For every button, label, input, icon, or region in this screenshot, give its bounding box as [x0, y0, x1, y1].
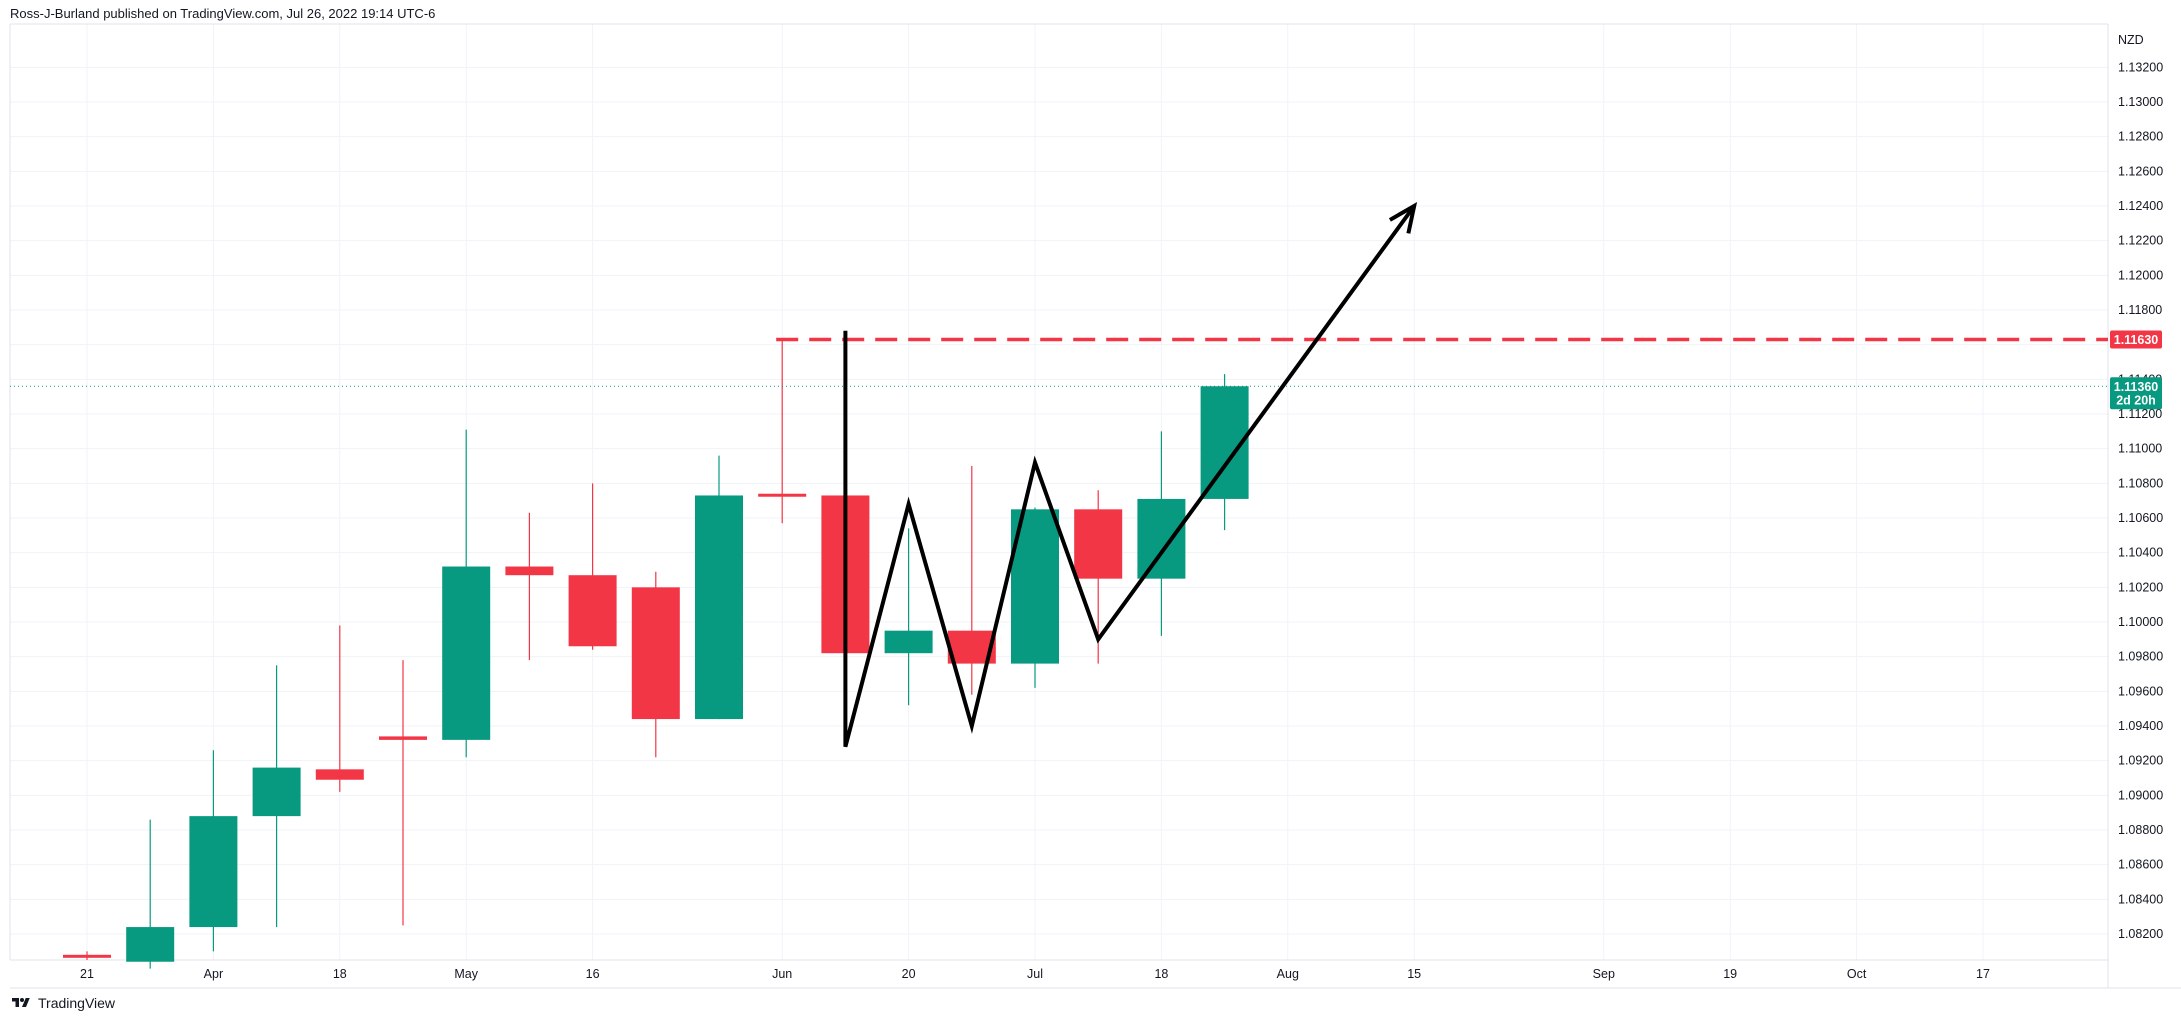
candle-body — [568, 575, 617, 647]
x-tick-label: Apr — [204, 967, 223, 981]
last-price-badge — [2110, 377, 2162, 410]
x-tick-label: Aug — [1277, 967, 1299, 981]
candle-down — [379, 660, 427, 926]
x-tick-label: 15 — [1407, 967, 1421, 981]
last-price-label: 1.11360 — [2114, 380, 2159, 394]
y-tick-label: 1.08400 — [2118, 892, 2163, 906]
x-tick-label: 18 — [1154, 967, 1168, 981]
currency-label: NZD — [2118, 33, 2144, 47]
candle-down — [631, 571, 680, 758]
candles — [63, 339, 1249, 969]
bar-countdown-label: 2d 20h — [2116, 393, 2156, 407]
candle-body — [1137, 498, 1186, 579]
x-tick-label: Jul — [1027, 967, 1043, 981]
y-tick-label: 1.13200 — [2118, 60, 2163, 74]
candle-body — [442, 566, 491, 740]
w-pattern-drawing[interactable] — [843, 202, 1418, 748]
x-tick-label: 19 — [1723, 967, 1737, 981]
candle-body — [189, 816, 238, 928]
candle-up — [1200, 374, 1249, 531]
y-tick-label: 1.08800 — [2118, 823, 2163, 837]
x-tick-label: May — [454, 967, 478, 981]
x-tick-label: 16 — [586, 967, 600, 981]
candle-up — [126, 819, 175, 969]
y-tick-label: 1.12600 — [2118, 164, 2163, 178]
candle-up — [884, 528, 933, 706]
y-tick-label: 1.10000 — [2118, 615, 2163, 629]
publisher-line: Ross-J-Burland published on TradingView.… — [10, 6, 436, 21]
y-tick-label: 1.09000 — [2118, 788, 2163, 802]
candle-up — [1137, 431, 1186, 636]
grid — [10, 24, 2108, 960]
x-tick-label: Oct — [1847, 967, 1867, 981]
candle-down — [315, 625, 364, 792]
w-pattern-line — [843, 204, 1416, 748]
y-tick-label: 1.12200 — [2118, 234, 2163, 248]
candle-up — [442, 429, 491, 758]
candle-down — [505, 512, 554, 661]
candle-up — [189, 750, 238, 952]
y-tick-label: 1.11000 — [2118, 442, 2162, 456]
candle-down — [63, 951, 111, 960]
candle-down — [568, 483, 617, 650]
y-tick-label: 1.11800 — [2118, 303, 2162, 317]
tradingview-logo-icon — [12, 998, 30, 1007]
x-tick-label: 18 — [333, 967, 347, 981]
time-axis[interactable]: 21 Apr 18 May 16 Jun 20 Jul 18 Aug 15 Sep 19 Oct 17 — [80, 967, 1990, 981]
y-tick-label: 1.12400 — [2118, 199, 2163, 213]
x-tick-label: Sep — [1593, 967, 1615, 981]
candle-body — [695, 495, 743, 720]
y-tick-label: 1.13000 — [2118, 95, 2163, 109]
candle-body — [758, 493, 807, 497]
x-tick-label: 17 — [1976, 967, 1990, 981]
candle-body — [252, 767, 301, 817]
candle-body — [63, 954, 111, 958]
y-tick-label: 1.11200 — [2118, 407, 2162, 421]
resistance-price-badge — [2110, 330, 2162, 349]
candle-up — [695, 455, 743, 720]
y-tick-label: 1.12000 — [2118, 268, 2163, 282]
y-tick-label: 1.10400 — [2118, 546, 2163, 560]
candle-body — [1074, 509, 1123, 579]
candle-body — [126, 927, 175, 962]
candle-down — [758, 339, 807, 524]
y-tick-label: 1.09400 — [2118, 719, 2163, 733]
plot-border — [9, 23, 2181, 989]
y-tick-label: 1.12800 — [2118, 130, 2163, 144]
y-tick-label: 1.08600 — [2118, 858, 2163, 872]
y-tick-label: 1.10800 — [2118, 476, 2163, 490]
brand-name: TradingView — [38, 995, 116, 1011]
y-tick-label: 1.09600 — [2118, 684, 2163, 698]
arrow-head-icon — [1388, 202, 1418, 234]
y-tick-label: 1.09800 — [2118, 650, 2163, 664]
y-tick-label: 1.08200 — [2118, 927, 2163, 941]
price-axis[interactable]: 1.13200 1.13000 1.12800 1.12600 1.12400 1.122… — [2118, 33, 2163, 941]
candle-up — [252, 665, 301, 928]
candle-body — [315, 769, 364, 780]
horizontal-lines — [10, 337, 2108, 387]
candle-down — [1074, 490, 1123, 664]
y-tick-label: 1.09200 — [2118, 754, 2163, 768]
x-tick-label: 20 — [902, 967, 916, 981]
x-tick-label: 21 — [80, 967, 94, 981]
candle-body — [379, 736, 427, 740]
resistance-price-label: 1.11630 — [2114, 333, 2159, 347]
brand-footer[interactable]: TradingView — [10, 995, 115, 1011]
x-tick-label: Jun — [772, 967, 792, 981]
candle-body — [884, 630, 933, 654]
y-tick-label: 1.10600 — [2118, 511, 2163, 525]
candle-body — [505, 566, 554, 576]
y-tick-label: 1.10200 — [2118, 580, 2163, 594]
candle-body — [631, 587, 680, 720]
